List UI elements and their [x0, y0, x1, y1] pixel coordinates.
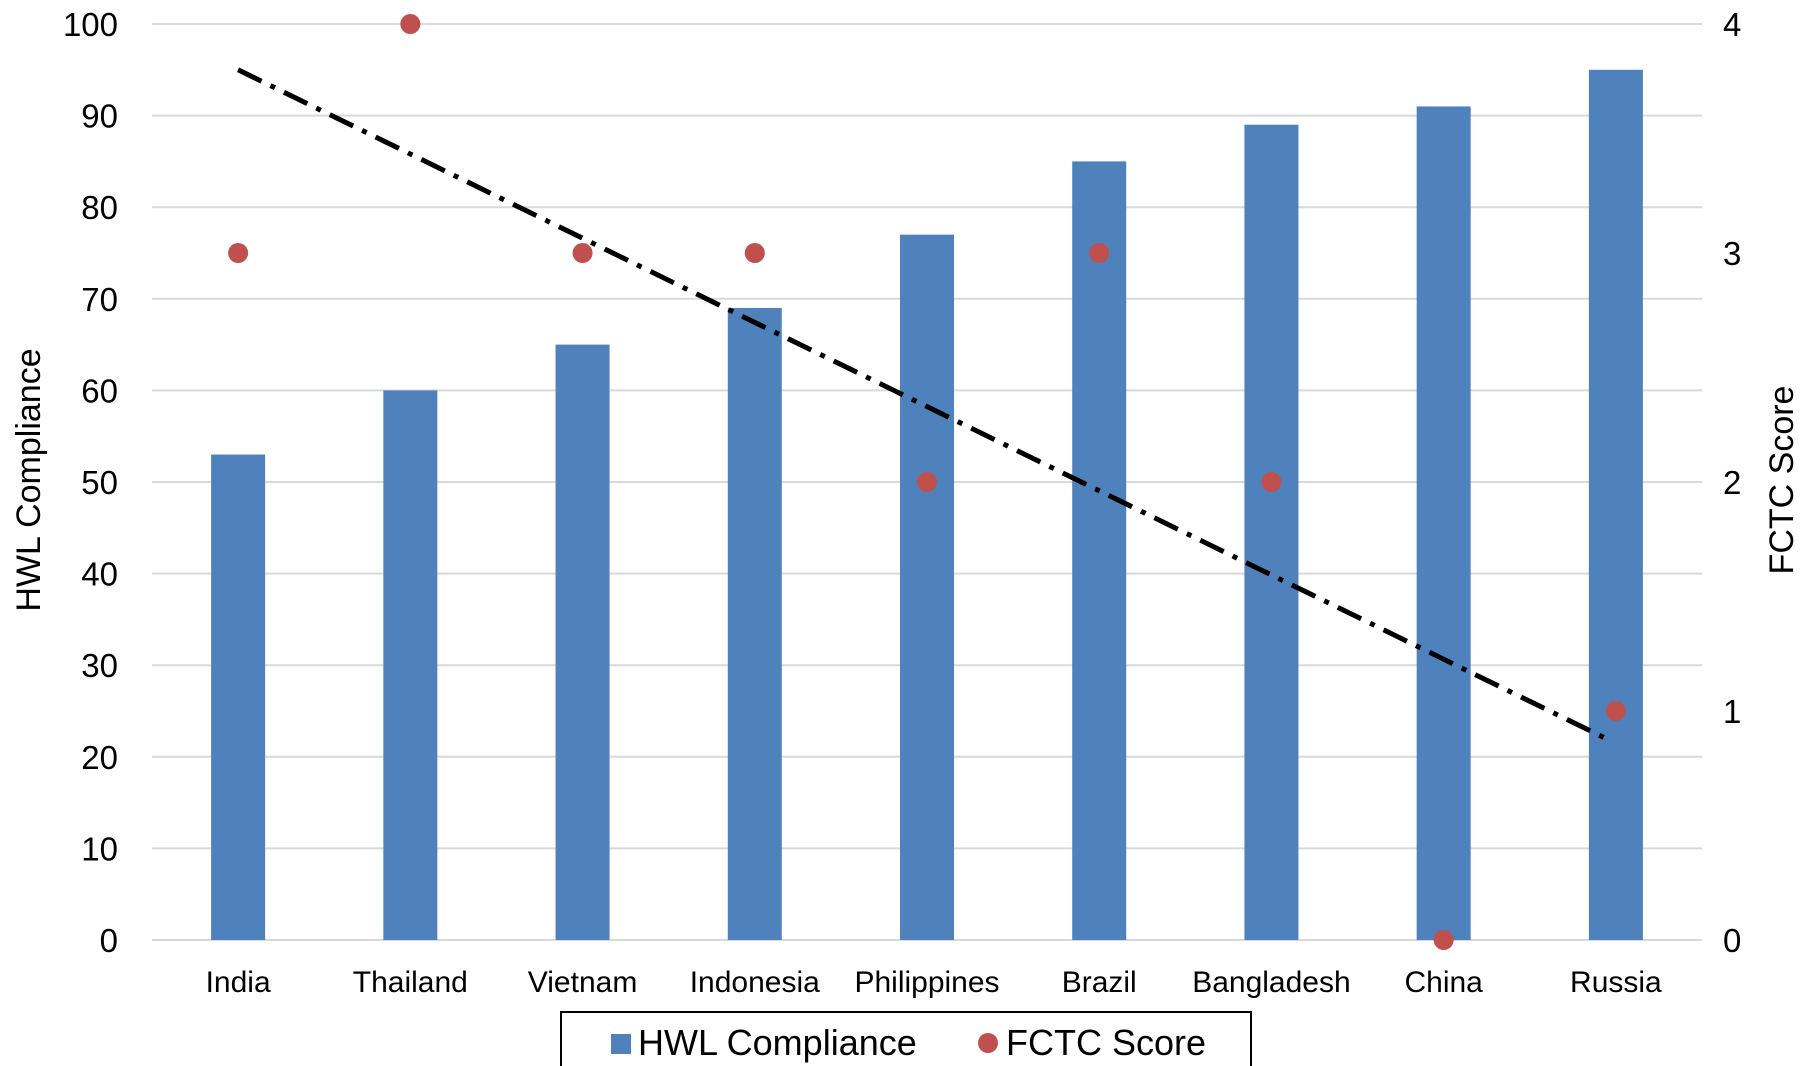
category-label: Vietnam — [528, 966, 638, 999]
point-thailand — [400, 14, 421, 34]
point-indonesia — [744, 243, 765, 263]
category-label: Bangladesh — [1192, 966, 1350, 999]
left-axis-tick-label: 90 — [81, 98, 118, 135]
scatter-series-fctc-score — [228, 14, 1626, 950]
right-axis-tick-label: 0 — [1723, 922, 1741, 959]
category-label: Brazil — [1062, 966, 1137, 999]
left-axis-title: HWL Compliance — [10, 348, 48, 611]
left-axis-tick-label: 100 — [63, 6, 118, 43]
left-axis-tick-label: 0 — [100, 922, 118, 959]
left-axis-tick-label: 10 — [81, 830, 118, 867]
point-brazil — [1089, 243, 1110, 263]
legend-swatch-hwl-compliance — [611, 1034, 631, 1054]
bar-indonesia — [727, 307, 782, 941]
left-axis-tick-label: 80 — [81, 189, 118, 226]
point-india — [228, 243, 249, 263]
right-axis-title: FCTC Score — [1763, 386, 1801, 575]
bar-india — [211, 454, 266, 940]
bar-vietnam — [555, 344, 610, 941]
point-philippines — [917, 472, 937, 492]
right-axis-tick-label: 4 — [1723, 6, 1741, 43]
point-vietnam — [572, 243, 593, 263]
left-axis-tick-label: 40 — [81, 556, 118, 593]
left-axis-tick-label: 60 — [81, 372, 118, 409]
legend-label-hwl-compliance: HWL Compliance — [638, 1022, 917, 1063]
right-axis-tick-labels: 0 1 2 3 4 — [1723, 6, 1741, 959]
bar-series-hwl-compliance — [211, 69, 1643, 941]
category-axis-labels: India Thailand Vietnam Indonesia Philippines… — [206, 966, 1662, 999]
category-label: China — [1404, 966, 1483, 999]
legend-swatch-fctc-score — [978, 1033, 998, 1053]
left-axis-tick-labels: 0 10 20 30 40 50 60 70 80 90 100 — [63, 6, 118, 959]
left-axis-tick-label: 30 — [81, 647, 118, 684]
left-axis-tick-label: 50 — [81, 464, 118, 501]
bar-brazil — [1072, 161, 1127, 940]
bar-bangladesh — [1244, 124, 1299, 940]
point-russia — [1605, 701, 1626, 721]
legend: HWL Compliance FCTC Score — [560, 1011, 1252, 1066]
right-axis-tick-label: 3 — [1723, 235, 1741, 272]
category-label: Russia — [1570, 966, 1662, 999]
bar-philippines — [900, 234, 954, 940]
left-axis-tick-label: 70 — [81, 281, 118, 318]
point-china — [1433, 930, 1454, 950]
category-label: Philippines — [854, 966, 999, 999]
bar-russia — [1588, 69, 1643, 941]
bar-thailand — [383, 390, 438, 940]
legend-box — [560, 1011, 1252, 1066]
bar-china — [1416, 106, 1471, 940]
right-axis-tick-label: 2 — [1723, 464, 1741, 501]
left-axis-tick-label: 20 — [81, 739, 118, 776]
category-label: Thailand — [353, 966, 468, 999]
point-bangladesh — [1261, 472, 1282, 492]
legend-label-fctc-score: FCTC Score — [1006, 1022, 1206, 1063]
right-axis-tick-label: 1 — [1723, 693, 1741, 730]
category-label: Indonesia — [690, 966, 820, 999]
category-label: India — [206, 966, 271, 999]
